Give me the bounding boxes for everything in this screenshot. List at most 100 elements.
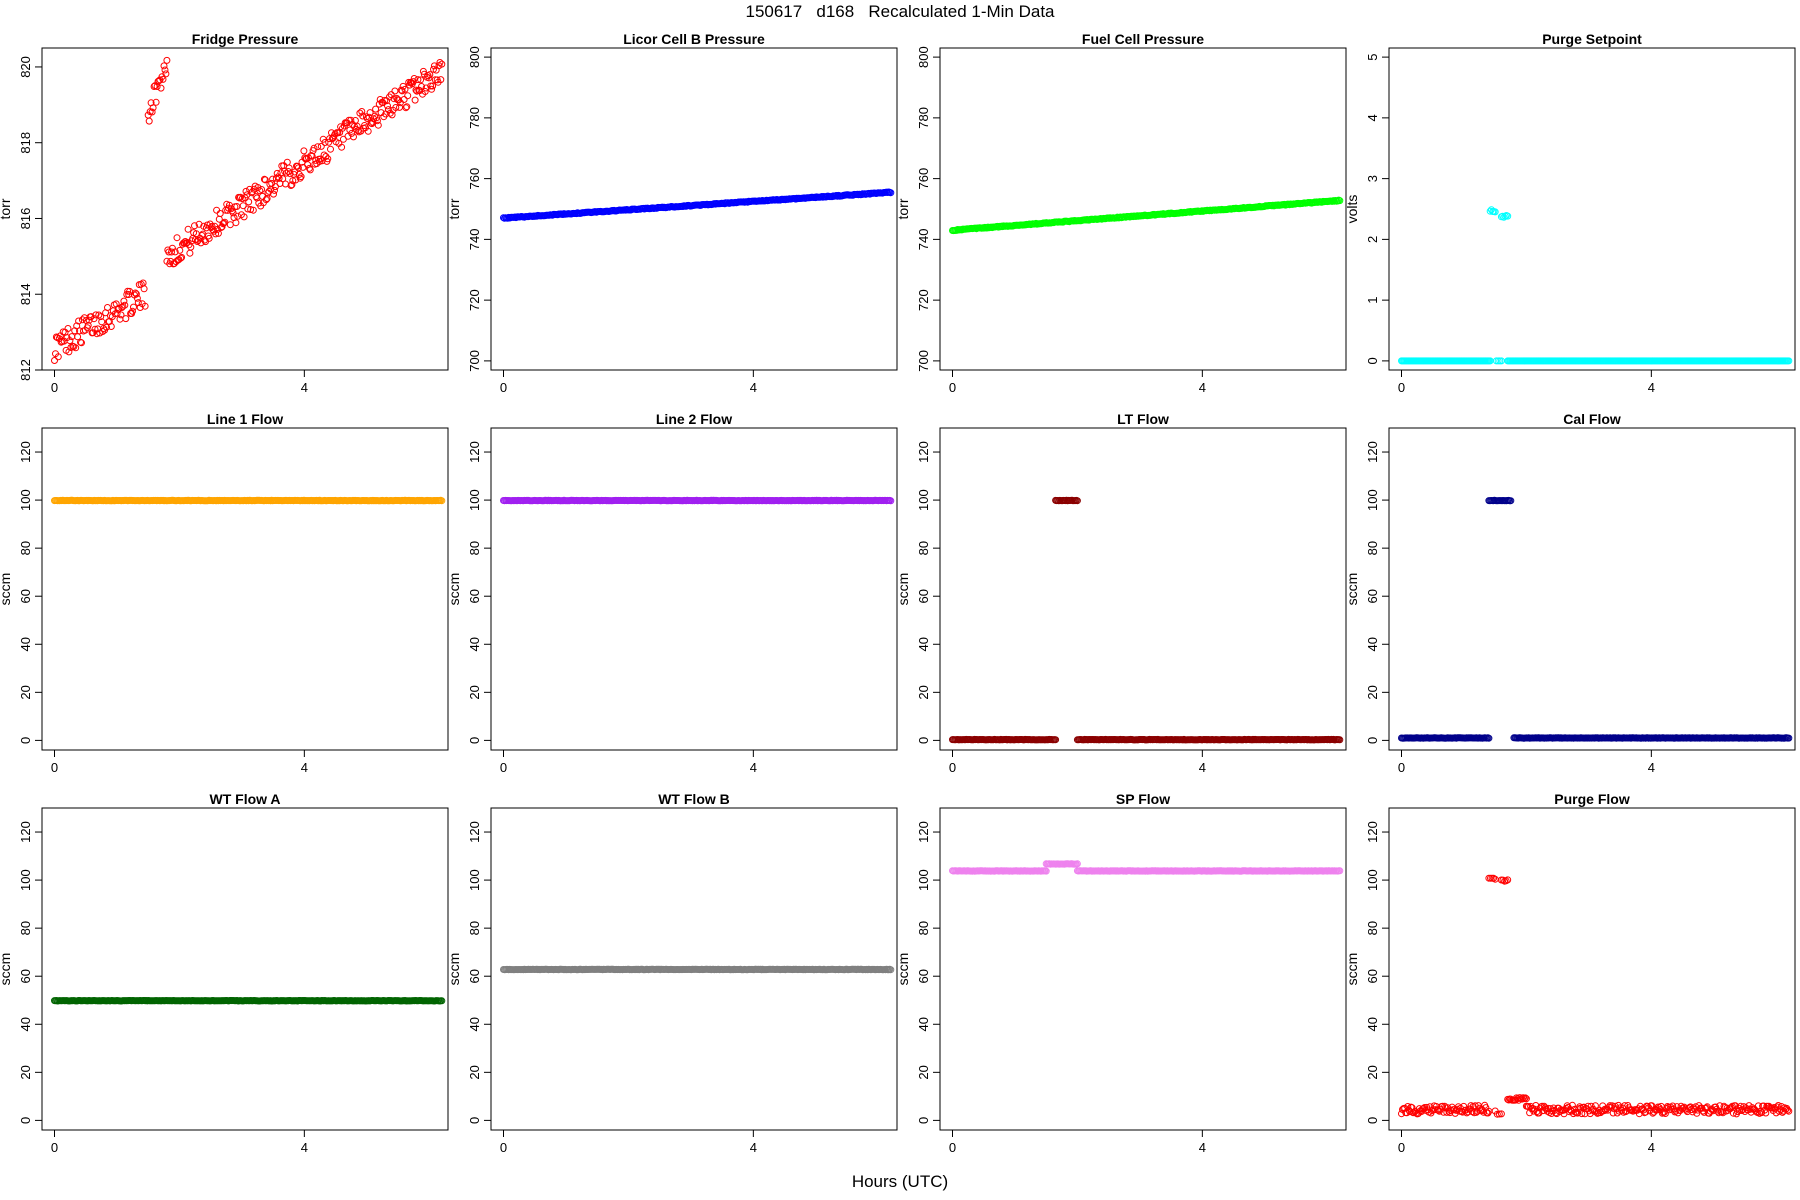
y-axis-label: sccm bbox=[446, 953, 462, 986]
y-tick-label: 0 bbox=[1365, 737, 1380, 744]
y-tick-label: 100 bbox=[916, 869, 931, 891]
data-point bbox=[168, 248, 175, 256]
data-point bbox=[306, 166, 314, 174]
y-tick-label: 800 bbox=[467, 46, 482, 68]
data-point bbox=[191, 222, 198, 230]
data-point bbox=[358, 108, 366, 115]
x-tick-label: 4 bbox=[750, 760, 757, 775]
y-tick-label: 60 bbox=[18, 589, 33, 603]
data-point bbox=[173, 234, 181, 242]
data-point bbox=[161, 66, 169, 74]
y-tick-label: 40 bbox=[18, 637, 33, 651]
data-point bbox=[104, 304, 111, 311]
data-point bbox=[1584, 1102, 1592, 1110]
data-point bbox=[1729, 1109, 1737, 1117]
y-tick-label: 60 bbox=[18, 969, 33, 983]
data-point bbox=[1455, 1107, 1463, 1115]
y-tick-label: 818 bbox=[18, 132, 33, 154]
data-point bbox=[1522, 1095, 1530, 1103]
y-tick-label: 40 bbox=[1365, 637, 1380, 651]
y-axis-label: sccm bbox=[0, 953, 13, 986]
y-tick-label: 100 bbox=[1365, 489, 1380, 511]
data-point bbox=[234, 212, 242, 220]
data-point bbox=[369, 118, 377, 126]
data-point bbox=[107, 323, 115, 330]
x-tick-label: 0 bbox=[500, 760, 507, 775]
data-point bbox=[403, 103, 411, 111]
y-tick-label: 80 bbox=[1365, 921, 1380, 935]
data-point bbox=[148, 108, 156, 116]
data-point bbox=[310, 144, 318, 152]
plot-frame bbox=[939, 807, 1347, 1131]
data-point bbox=[346, 126, 354, 134]
y-tick-label: 80 bbox=[18, 541, 33, 555]
chart-title: Fridge Pressure bbox=[192, 31, 299, 47]
chart-title: WT Flow A bbox=[209, 791, 280, 807]
y-axis-label: torr bbox=[0, 198, 13, 219]
x-tick-label: 0 bbox=[51, 760, 58, 775]
y-tick-label: 100 bbox=[18, 489, 33, 511]
data-points bbox=[51, 496, 446, 505]
y-tick-label: 760 bbox=[467, 168, 482, 190]
data-point bbox=[237, 193, 244, 201]
y-tick-label: 100 bbox=[1365, 869, 1380, 891]
y-tick-label: 120 bbox=[467, 441, 482, 463]
data-point bbox=[417, 76, 425, 84]
data-point bbox=[294, 164, 302, 172]
data-point bbox=[1495, 1110, 1503, 1118]
y-tick-label: 40 bbox=[916, 1017, 931, 1031]
y-tick-label: 0 bbox=[1365, 1117, 1380, 1124]
data-point bbox=[1501, 212, 1509, 220]
data-point bbox=[1635, 1110, 1643, 1118]
data-point bbox=[249, 206, 257, 214]
x-tick-label: 4 bbox=[1199, 1140, 1206, 1155]
plot-frame bbox=[490, 47, 898, 371]
data-point bbox=[412, 86, 420, 94]
x-tick-label: 0 bbox=[500, 1140, 507, 1155]
data-point bbox=[90, 315, 98, 323]
data-point bbox=[141, 302, 149, 310]
data-point bbox=[887, 497, 895, 505]
data-point bbox=[238, 195, 246, 203]
data-point bbox=[116, 315, 124, 323]
y-tick-label: 120 bbox=[916, 441, 931, 463]
data-point bbox=[229, 209, 237, 217]
data-point bbox=[159, 75, 167, 83]
data-point bbox=[1644, 1102, 1652, 1110]
y-tick-label: 812 bbox=[18, 359, 33, 381]
data-point bbox=[325, 138, 333, 146]
data-point bbox=[295, 170, 303, 178]
data-points bbox=[51, 56, 446, 364]
data-point bbox=[297, 173, 305, 181]
x-tick-label: 4 bbox=[750, 1140, 757, 1155]
data-point bbox=[305, 164, 313, 172]
y-tick-label: 740 bbox=[916, 229, 931, 251]
data-point bbox=[122, 315, 130, 323]
data-point bbox=[437, 76, 445, 84]
data-point bbox=[258, 186, 266, 193]
data-point bbox=[279, 175, 287, 183]
y-tick-label: 20 bbox=[916, 1065, 931, 1079]
data-point bbox=[1785, 734, 1793, 742]
data-point bbox=[65, 348, 73, 356]
data-point bbox=[321, 139, 329, 146]
y-axis-label: sccm bbox=[1344, 953, 1360, 986]
x-tick-label: 0 bbox=[51, 380, 58, 395]
chart-title: Line 1 Flow bbox=[207, 411, 283, 427]
x-tick-label: 0 bbox=[1398, 760, 1405, 775]
figure-title: 150617 d168 Recalculated 1-Min Data bbox=[745, 2, 1055, 21]
chart-title: Purge Setpoint bbox=[1542, 31, 1642, 47]
data-points bbox=[1398, 206, 1793, 365]
data-point bbox=[144, 111, 152, 119]
plot-frame bbox=[490, 807, 898, 1131]
y-tick-label: 740 bbox=[467, 229, 482, 251]
